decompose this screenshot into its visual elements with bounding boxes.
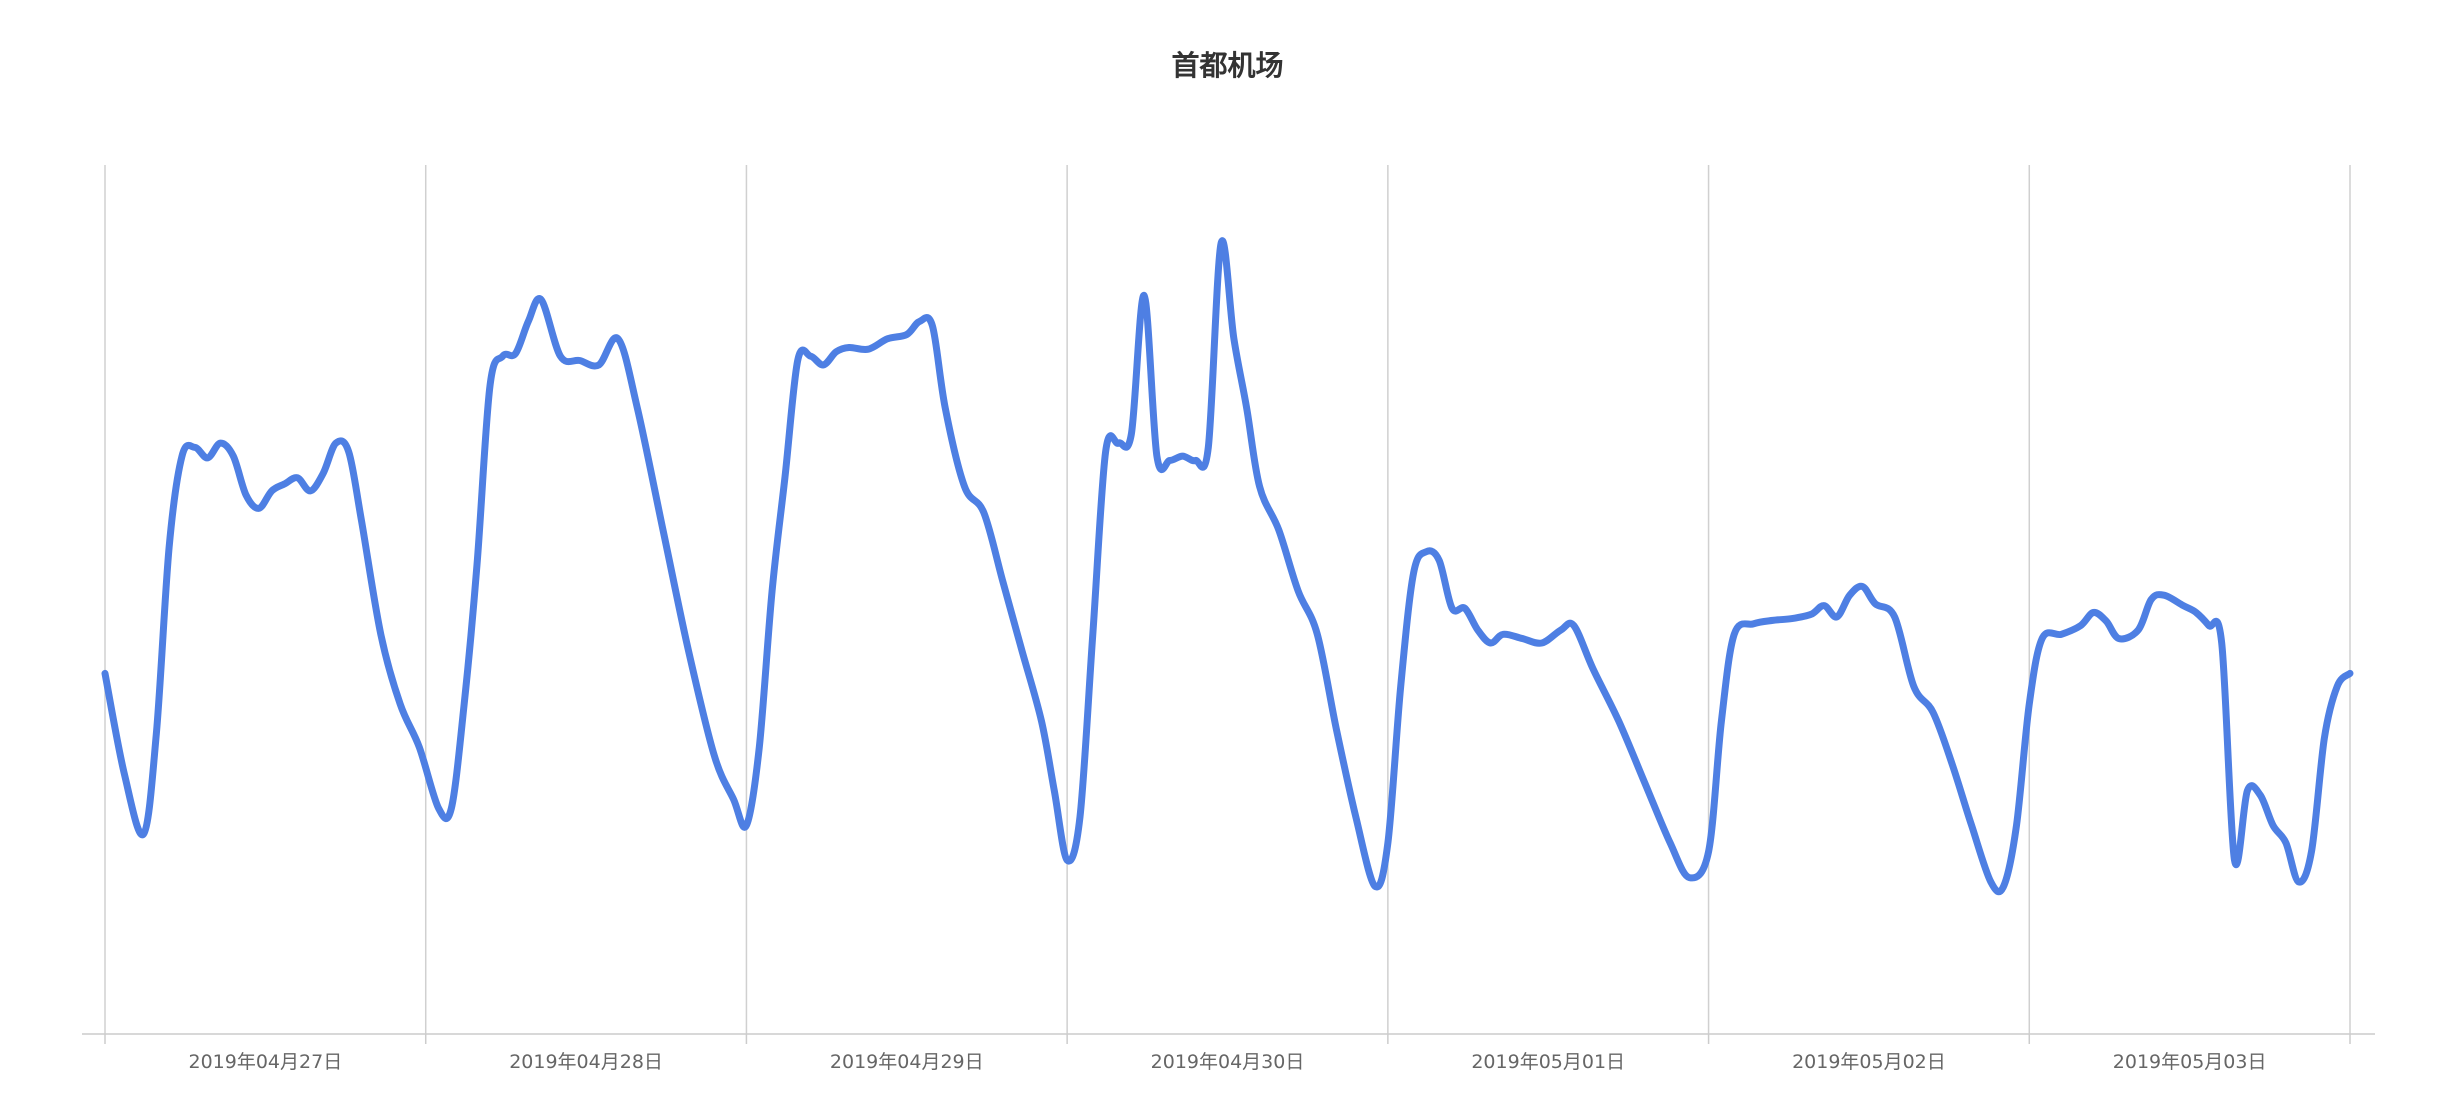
x-tick-label: 2019年04月28日 [509, 1051, 663, 1073]
x-tick-label: 2019年05月03日 [2113, 1051, 2267, 1073]
x-tick-label: 2019年04月27日 [188, 1051, 342, 1073]
x-axis-tick-labels: 2019年04月27日 2019年04月28日 2019年04月29日 2019年04… [188, 1051, 2266, 1073]
x-tick-label: 2019年04月30日 [1151, 1051, 1305, 1073]
series-line [101, 237, 2354, 896]
x-tick-label: 2019年04月29日 [830, 1051, 984, 1073]
x-axis-ticks [104, 1034, 2351, 1044]
x-tick-label: 2019年05月01日 [1471, 1051, 1625, 1073]
chart-title: 首都机场 [1171, 49, 1284, 82]
x-tick-label: 2019年05月02日 [1792, 1051, 1946, 1073]
series-layer [101, 237, 2354, 896]
vertical-gridlines [104, 165, 2351, 1034]
